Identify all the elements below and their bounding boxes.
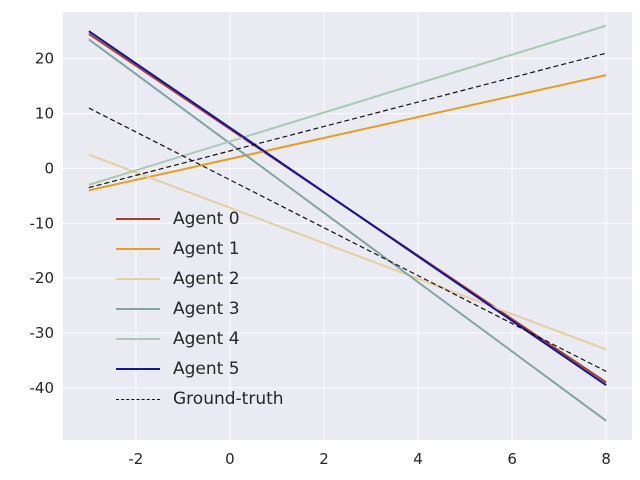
y-axis-tick-label: 20 [35, 50, 54, 68]
y-axis-tick-label: 10 [35, 105, 54, 123]
legend-label: Agent 2 [173, 268, 240, 289]
series-line-agent-5 [88, 30, 607, 386]
x-axis-tick-label: 8 [601, 450, 611, 468]
legend-label: Agent 4 [173, 328, 240, 349]
legend-line-sample [116, 308, 160, 310]
legend-line-sample [116, 218, 160, 220]
x-axis-tick-label: 2 [319, 450, 329, 468]
legend-item-ground-truth: Ground-truth [116, 384, 284, 414]
legend-label: Agent 1 [173, 238, 240, 259]
legend-line-sample [116, 278, 160, 280]
series-line-ground-truth [88, 107, 607, 372]
x-axis-tick-label: 0 [225, 450, 235, 468]
x-axis-tick-label: 6 [507, 450, 517, 468]
legend-item-agent-1: Agent 1 [116, 234, 284, 264]
x-axis-tick-label: -2 [128, 450, 143, 468]
y-axis-tick-label: 0 [44, 159, 54, 177]
legend-item-agent-3: Agent 3 [116, 294, 284, 324]
legend-item-agent-5: Agent 5 [116, 354, 284, 384]
legend-line-sample [116, 248, 160, 250]
y-axis-tick-label: -40 [30, 379, 55, 397]
y-axis-tick-label: -30 [30, 324, 55, 342]
legend-item-agent-4: Agent 4 [116, 324, 284, 354]
legend-label: Agent 5 [173, 358, 240, 379]
legend-label: Agent 3 [173, 298, 240, 319]
series-line-agent-2 [88, 153, 607, 351]
series-line-agent-4 [88, 24, 607, 186]
series-line-agent-3 [88, 38, 607, 422]
legend-item-agent-0: Agent 0 [116, 204, 284, 234]
series-line-agent-1 [88, 74, 607, 192]
legend-label: Ground-truth [173, 388, 284, 409]
legend-item-agent-2: Agent 2 [116, 264, 284, 294]
y-axis-tick-label: -20 [30, 269, 55, 287]
legend-line-sample [116, 368, 160, 370]
y-axis-tick-label: -10 [30, 214, 55, 232]
legend-label: Agent 0 [173, 208, 240, 229]
legend: Agent 0 Agent 1 Agent 2 Agent 3 Agent 4 … [116, 204, 284, 414]
x-axis-tick-label: 4 [413, 450, 423, 468]
legend-line-sample [116, 338, 160, 340]
series-line-ground-truth [88, 52, 607, 189]
legend-line-sample [116, 398, 160, 400]
